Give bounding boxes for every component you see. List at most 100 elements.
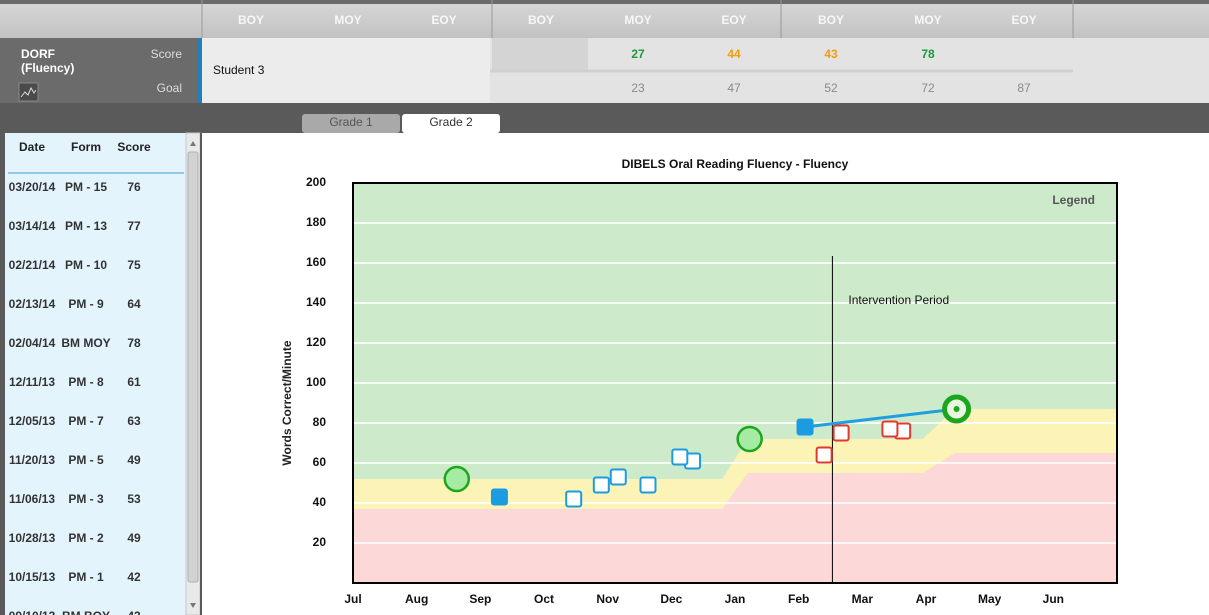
table-header: Date bbox=[19, 140, 45, 154]
tab-label[interactable]: Grade 2 bbox=[429, 115, 473, 129]
scroll-thumb[interactable] bbox=[187, 151, 199, 583]
x-tick-label: Oct bbox=[534, 592, 554, 606]
student-panel bbox=[202, 38, 490, 103]
goal: 47 bbox=[727, 81, 741, 95]
column-label: MOY bbox=[624, 13, 651, 27]
table-cell: 77 bbox=[127, 219, 141, 233]
aimline bbox=[804, 407, 957, 429]
table-cell: PM - 9 bbox=[68, 297, 104, 311]
score: 44 bbox=[727, 47, 741, 61]
goal-marker[interactable] bbox=[736, 425, 763, 453]
goal: 87 bbox=[1017, 81, 1031, 95]
column-label: MOY bbox=[334, 13, 361, 27]
measure: DORF bbox=[21, 47, 55, 61]
table-cell: PM - 3 bbox=[68, 492, 104, 506]
table-cell: 43 bbox=[127, 609, 141, 615]
column-label: BOY bbox=[818, 13, 844, 27]
table-cell: PM - 13 bbox=[65, 219, 107, 233]
progress-score[interactable] bbox=[592, 476, 610, 494]
tab-grade-2[interactable] bbox=[402, 114, 500, 133]
annotation: Intervention Period bbox=[848, 293, 949, 307]
x-tick-label: Feb bbox=[788, 592, 809, 606]
y-tick-label: 80 bbox=[313, 415, 327, 429]
progress-score[interactable] bbox=[832, 424, 850, 442]
column-label: BOY bbox=[528, 13, 554, 27]
table-cell: 49 bbox=[127, 453, 141, 467]
score-table-panel bbox=[5, 133, 186, 615]
empty-score-cell bbox=[492, 38, 588, 71]
y-tick-label: 140 bbox=[306, 295, 326, 309]
column-label: MOY bbox=[914, 13, 941, 27]
table-cell: PM - 5 bbox=[68, 453, 104, 467]
table-cell: PM - 7 bbox=[68, 414, 104, 428]
column-label: EOY bbox=[1011, 13, 1036, 27]
table-cell: 12/05/13 bbox=[9, 414, 56, 428]
y-tick-label: 200 bbox=[306, 175, 326, 189]
table-cell: 78 bbox=[127, 336, 141, 350]
progress-score[interactable] bbox=[671, 448, 689, 466]
scroll-down[interactable] bbox=[190, 603, 196, 608]
tab-grade-1[interactable] bbox=[302, 114, 400, 133]
progress-score[interactable] bbox=[815, 446, 833, 464]
progress-score[interactable] bbox=[565, 490, 583, 508]
table-cell: BM BOY bbox=[62, 609, 110, 615]
table-cell: PM - 8 bbox=[68, 375, 104, 389]
measure-detail: (Fluency) bbox=[21, 61, 74, 75]
table-cell: 75 bbox=[127, 258, 141, 272]
graph-icon bbox=[18, 82, 39, 102]
y-tick-label: 120 bbox=[306, 335, 326, 349]
band-red bbox=[353, 453, 1117, 583]
x-tick-label: Aug bbox=[405, 592, 428, 606]
table-cell: 02/13/14 bbox=[9, 297, 56, 311]
table-cell: 11/20/13 bbox=[9, 453, 55, 467]
score: 78 bbox=[921, 47, 935, 61]
goal-label: Goal bbox=[157, 81, 182, 95]
table-cell: 64 bbox=[127, 297, 141, 311]
benchmark-score[interactable] bbox=[490, 488, 508, 506]
table-cell: 02/21/14 bbox=[9, 258, 56, 272]
goal-marker[interactable] bbox=[443, 465, 471, 493]
left-edge bbox=[0, 133, 5, 615]
x-tick-label: Apr bbox=[916, 592, 937, 606]
tab-label[interactable]: Grade 1 bbox=[329, 115, 373, 129]
progress-score[interactable] bbox=[639, 476, 657, 494]
x-tick-label: Sep bbox=[469, 592, 491, 606]
table-cell: 63 bbox=[127, 414, 141, 428]
table-cell: 49 bbox=[127, 531, 141, 545]
tab-bar bbox=[0, 103, 1209, 133]
student-name: Student 3 bbox=[213, 63, 265, 77]
x-tick-label: Jun bbox=[1043, 592, 1064, 606]
benchmark-score[interactable] bbox=[796, 418, 814, 436]
y-tick-label: 40 bbox=[313, 495, 327, 509]
table-cell: 12/11/13 bbox=[9, 375, 55, 389]
score: 27 bbox=[631, 47, 645, 61]
table-header: Score bbox=[117, 140, 151, 154]
goal: 72 bbox=[921, 81, 935, 95]
table-cell: BM MOY bbox=[61, 336, 110, 350]
table-cell: 09/10/13 bbox=[9, 609, 56, 615]
goal: 23 bbox=[631, 81, 645, 95]
accent-stripe bbox=[198, 38, 202, 103]
plot-frame bbox=[352, 182, 1118, 584]
scroll-up[interactable] bbox=[190, 141, 196, 146]
x-tick-label: Dec bbox=[660, 592, 682, 606]
y-tick-label: 180 bbox=[306, 215, 326, 229]
progress-score[interactable] bbox=[609, 468, 627, 486]
table-header: Form bbox=[71, 140, 101, 154]
progress-score[interactable] bbox=[881, 420, 899, 438]
score-label: Score bbox=[151, 47, 183, 61]
y-axis-label: Words Correct/Minute bbox=[280, 340, 294, 465]
table-cell: 10/15/13 bbox=[9, 570, 56, 584]
table-cell: 03/14/14 bbox=[9, 219, 56, 233]
legend-label[interactable]: Legend bbox=[1052, 193, 1095, 207]
x-tick-label: May bbox=[978, 592, 1002, 606]
table-cell: PM - 1 bbox=[68, 570, 104, 584]
table-cell: 53 bbox=[127, 492, 141, 506]
table-cell: PM - 10 bbox=[65, 258, 107, 272]
goal: 52 bbox=[824, 81, 838, 95]
column-label: BOY bbox=[238, 13, 264, 27]
y-tick-label: 160 bbox=[306, 255, 326, 269]
table-cell: 02/04/14 bbox=[9, 336, 56, 350]
